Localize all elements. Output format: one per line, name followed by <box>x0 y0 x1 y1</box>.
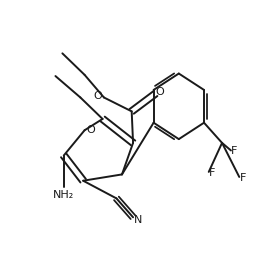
Text: O: O <box>155 87 164 97</box>
Text: F: F <box>209 167 215 177</box>
Text: O: O <box>86 124 95 134</box>
Text: F: F <box>239 172 246 182</box>
Text: O: O <box>94 91 102 101</box>
Text: F: F <box>231 146 237 156</box>
Text: N: N <box>134 214 142 224</box>
Text: NH₂: NH₂ <box>53 189 74 199</box>
